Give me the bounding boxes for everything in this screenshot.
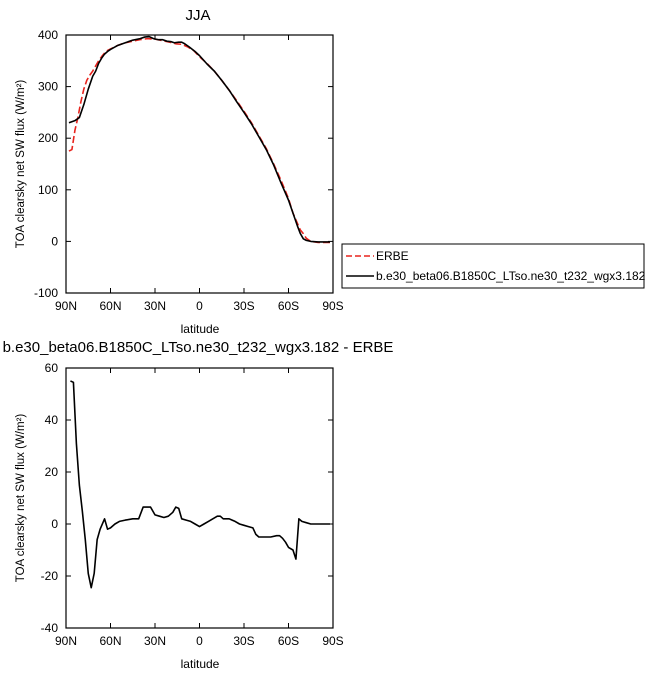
bottom-y-tick-label: 60 bbox=[45, 361, 59, 375]
bottom-x-tick-label: 0 bbox=[196, 634, 203, 648]
bottom-x-tick-label: 90N bbox=[55, 634, 77, 648]
top-y-axis: -100 0 100 200 300 400 bbox=[34, 28, 333, 300]
top-panel: JJA 90N 60N 30N 0 30S 60S 90S -100 0 100 200 300 40… bbox=[15, 7, 344, 336]
bottom-y-tick-label: 0 bbox=[51, 517, 58, 531]
top-x-tick-label: 60N bbox=[99, 299, 121, 313]
top-plot-frame bbox=[65, 34, 334, 294]
top-x-tick-label: 30S bbox=[233, 299, 254, 313]
bottom-x-tick-label: 30S bbox=[233, 634, 254, 648]
legend-box bbox=[341, 243, 645, 289]
bottom-x-axis-label: latitude bbox=[181, 657, 220, 671]
bottom-y-axis-label: TOA clearsky net SW flux (W/m²) bbox=[15, 414, 27, 583]
bottom-x-tick-label: 30N bbox=[144, 634, 166, 648]
top-x-tick-label: 90S bbox=[322, 299, 343, 313]
top-series-line-1 bbox=[68, 35, 331, 243]
top-y-tick-label: -100 bbox=[34, 286, 58, 300]
top-x-tick-label: 60S bbox=[278, 299, 299, 313]
bottom-y-tick-label: 20 bbox=[45, 465, 59, 479]
bottom-x-tick-label: 60N bbox=[99, 634, 121, 648]
bottom-panel: b.e30_beta06.B1850C_LTso.ne30_t232_wgx3.… bbox=[3, 339, 394, 671]
bottom-y-tick-label: -40 bbox=[41, 621, 59, 635]
top-y-axis-label: TOA clearsky net SW flux (W/m²) bbox=[15, 80, 27, 249]
legend: ERBE b.e30_beta06.B1850C_LTso.ne30_t232_… bbox=[341, 243, 646, 289]
bottom-y-axis: -40 -20 0 20 40 60 bbox=[41, 361, 333, 635]
top-x-tick-label: 0 bbox=[196, 299, 203, 313]
bottom-plot-frame bbox=[65, 367, 334, 629]
top-x-axis: 90N 60N 30N 0 30S 60S 90S bbox=[55, 35, 344, 313]
bottom-y-tick-label: -20 bbox=[41, 569, 59, 583]
bottom-series-group bbox=[70, 380, 331, 589]
top-y-tick-label: 200 bbox=[38, 131, 58, 145]
top-series-group bbox=[68, 35, 331, 244]
top-y-tick-label: 300 bbox=[38, 80, 58, 94]
top-y-tick-label: 400 bbox=[38, 28, 58, 42]
bottom-x-tick-label: 90S bbox=[322, 634, 343, 648]
top-y-tick-label: 0 bbox=[51, 234, 58, 248]
top-chart-title: JJA bbox=[185, 7, 210, 24]
bottom-y-tick-label: 40 bbox=[45, 413, 59, 427]
top-y-tick-label: 100 bbox=[38, 183, 58, 197]
bottom-x-axis: 90N 60N 30N 0 30S 60S 90S bbox=[55, 368, 344, 648]
bottom-series-line-0 bbox=[70, 380, 331, 589]
legend-label-erbe: ERBE bbox=[376, 249, 409, 263]
legend-label-model: b.e30_beta06.B1850C_LTso.ne30_t232_wgx3.… bbox=[376, 269, 646, 283]
bottom-chart-title: b.e30_beta06.B1850C_LTso.ne30_t232_wgx3.… bbox=[3, 339, 394, 356]
top-x-tick-label: 30N bbox=[144, 299, 166, 313]
bottom-x-tick-label: 60S bbox=[278, 634, 299, 648]
top-x-axis-label: latitude bbox=[181, 322, 220, 336]
top-series-line-0 bbox=[68, 37, 331, 244]
top-x-tick-label: 90N bbox=[55, 299, 77, 313]
